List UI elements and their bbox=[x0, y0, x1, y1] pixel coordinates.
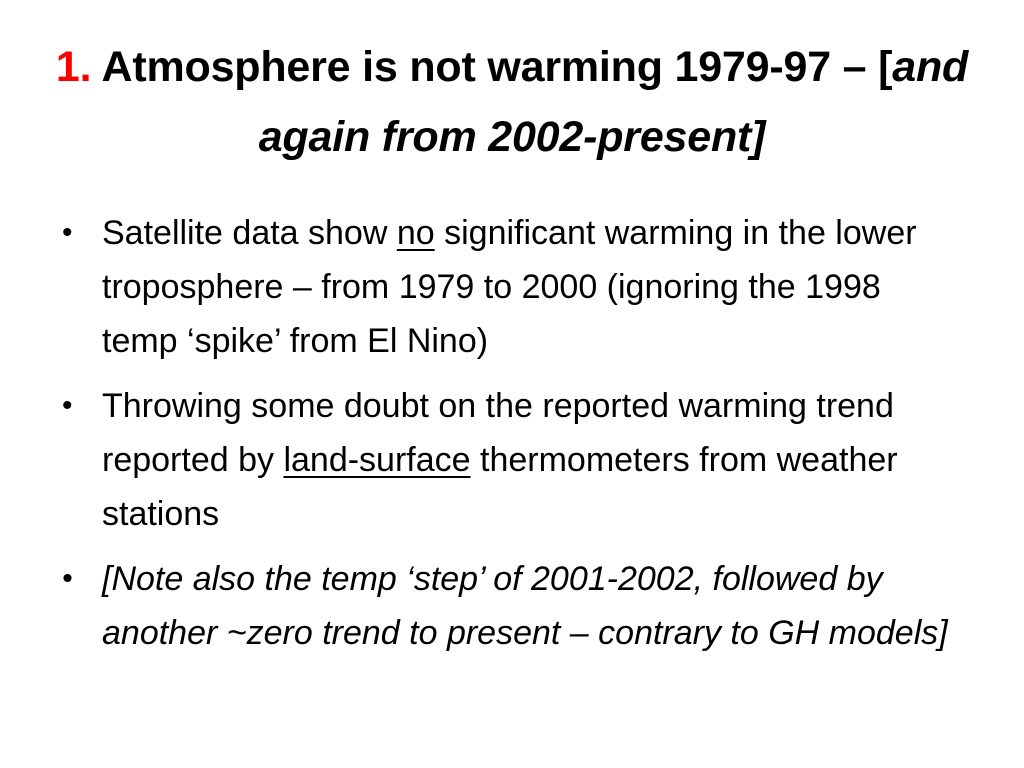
bullet-text-underlined: no bbox=[396, 214, 435, 252]
bullet-text-underlined: land-surface bbox=[283, 441, 471, 479]
bullet-item-note: • [Note also the temp ‘step’ of 2001-2002… bbox=[62, 552, 962, 660]
bullet-text-post: thermometers from weather stations bbox=[102, 441, 898, 533]
slide-title: 1. Atmosphere is not warming 1979-97 – [… bbox=[30, 32, 994, 172]
title-number: 1. bbox=[55, 43, 92, 91]
bullet-text-pre: Throwing some doubt on the reported warm… bbox=[102, 387, 894, 479]
bullet-text-pre: Satellite data show bbox=[102, 214, 397, 252]
bullet-marker: • bbox=[62, 389, 73, 422]
bullet-marker: • bbox=[62, 216, 73, 249]
bullet-text: [Note also the temp ‘step’ of 2001-2002,… bbox=[102, 560, 948, 652]
bullet-text-post: significant warming in the lower troposp… bbox=[102, 214, 917, 360]
bullet-list: • Satellite data show no significant warm… bbox=[62, 206, 962, 671]
bullet-marker: • bbox=[62, 562, 73, 595]
title-italic-text: and again from 2002-present] bbox=[258, 43, 969, 161]
title-main-text: Atmosphere is not warming 1979-97 – [ bbox=[101, 43, 893, 91]
bullet-item-satellite: • Satellite data show no significant warm… bbox=[62, 206, 962, 368]
bullet-item-doubt: • Throwing some doubt on the reported war… bbox=[62, 379, 962, 541]
